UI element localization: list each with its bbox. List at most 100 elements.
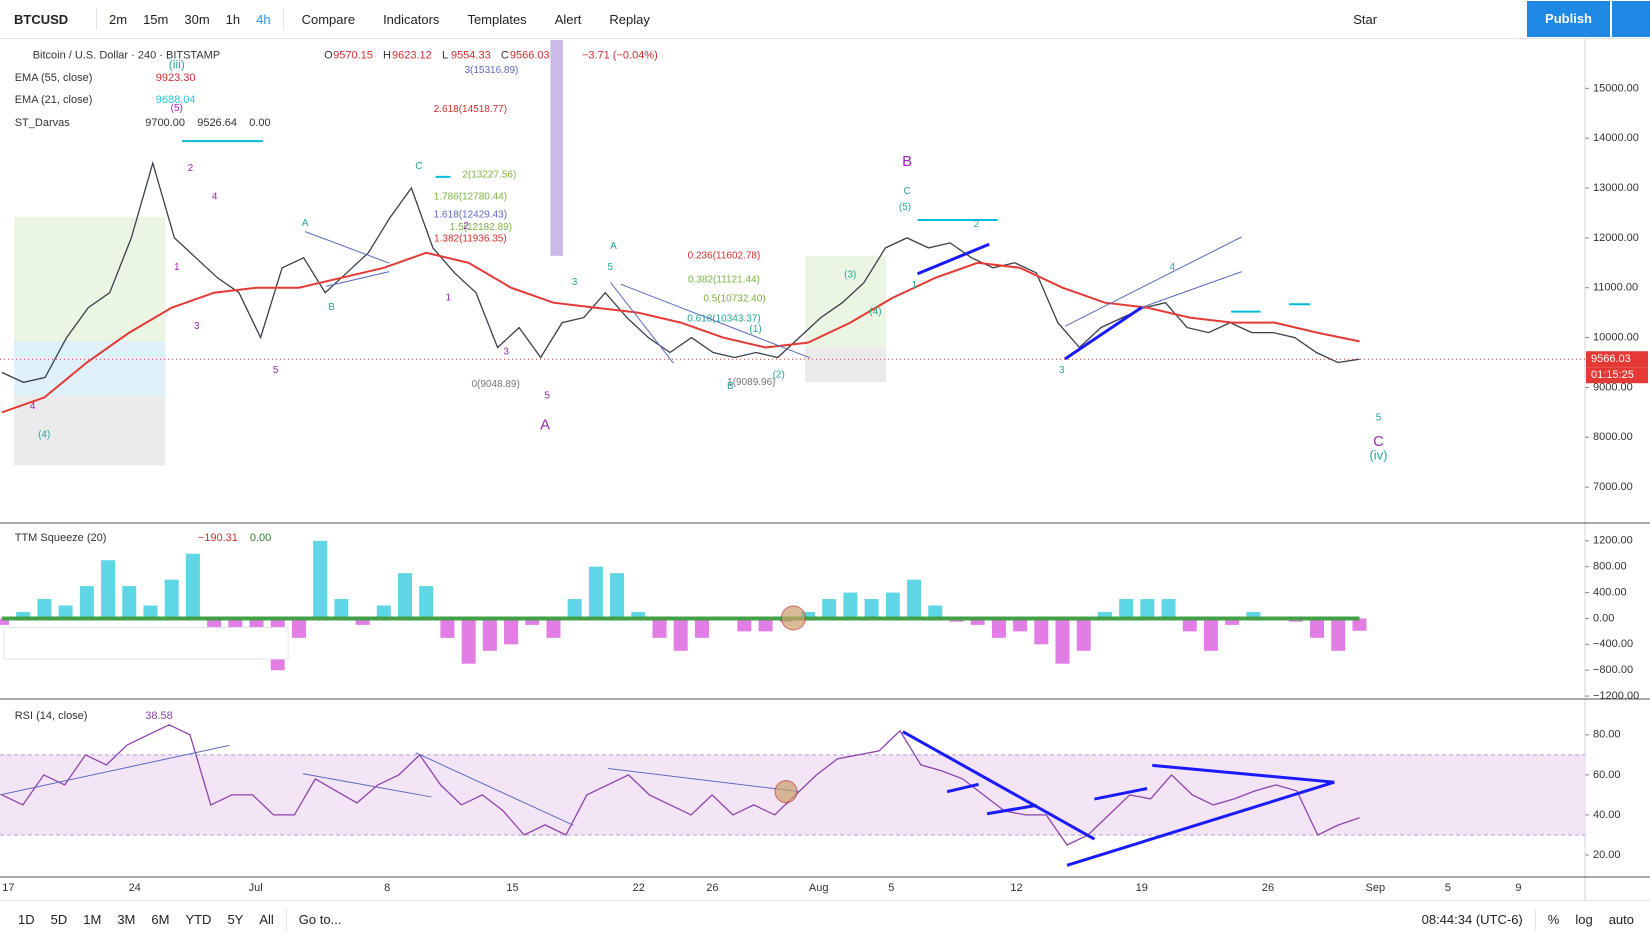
squeeze-bar	[291, 618, 306, 638]
goto-button[interactable]: Go to...	[298, 912, 342, 927]
chart-annotation: 5	[608, 262, 614, 273]
chart-annotation: C	[415, 161, 422, 172]
chart-annotation: 0(9048.89)	[471, 379, 519, 390]
y-tick-label: 12000.00	[1593, 232, 1639, 244]
toolbar-button[interactable]: Templates	[467, 11, 527, 27]
y-tick-label: 60.00	[1593, 769, 1621, 781]
y-tick-label: −400.00	[1593, 638, 1633, 650]
x-tick-label: Jul	[249, 882, 263, 894]
publish-button[interactable]: Publish	[1527, 1, 1610, 37]
chart-annotation: B	[902, 153, 912, 170]
chart-annotation: 4	[212, 192, 218, 203]
chart-annotation: 5	[544, 390, 550, 401]
x-tick-label: 8	[384, 882, 390, 894]
squeeze-bar	[1182, 618, 1197, 632]
indicator-value: 9700.00	[145, 117, 185, 129]
interval-button[interactable]: 4h	[256, 11, 271, 27]
toolbar-button[interactable]: Replay	[609, 11, 650, 27]
toolbar-button[interactable]: Compare	[301, 11, 356, 27]
chart-annotation: (3)	[844, 269, 856, 280]
range-button[interactable]: 6M	[151, 912, 170, 927]
ranges: 1D 5D 1M 3M 6M YTD 5Y All	[0, 912, 282, 927]
bottom-toolbar: 1D 5D 1M 3M 6M YTD 5Y All Go to... 08:44:34 (UT…	[0, 900, 1650, 938]
chart-annotation: 1	[174, 262, 180, 273]
fib-zone	[14, 395, 166, 466]
chart-annotation: B	[727, 381, 734, 392]
range-button[interactable]: 3M	[117, 912, 136, 927]
star-button[interactable]: Star	[1353, 11, 1378, 27]
fib-zone	[805, 255, 887, 348]
interval-button[interactable]: 1h	[225, 11, 241, 27]
y-tick-label: 20.00	[1593, 849, 1621, 861]
chart-annotation: 4	[1169, 262, 1175, 273]
symbol[interactable]: BTCUSD	[14, 11, 69, 27]
range-button[interactable]: 1D	[18, 912, 35, 927]
chart-annotation: 1.618(12429.43)	[434, 209, 507, 220]
trend-line	[1141, 271, 1242, 308]
y-tick-label: 10000.00	[1593, 331, 1639, 343]
x-tick-label: Sep	[1366, 882, 1386, 894]
drawing-toolbar	[3, 626, 289, 660]
separator	[1534, 908, 1536, 931]
chart-annotation: 0.5(10732.40)	[703, 294, 765, 305]
trend-line	[917, 242, 990, 276]
squeeze-bar	[1352, 618, 1367, 631]
range-button[interactable]: YTD	[185, 912, 212, 927]
chart-annotation: C	[903, 186, 910, 197]
interval-button[interactable]: 30m	[184, 11, 210, 27]
squeeze-bar	[907, 579, 922, 619]
indicator-name: EMA (55, close)	[15, 72, 93, 84]
indicator-name: TTM Squeeze (20)	[15, 532, 107, 544]
chart-annotation: 1.382(11936.35)	[434, 234, 507, 245]
x-tick-label: 24	[129, 882, 141, 894]
x-tick-label: 5	[888, 882, 894, 894]
ohlc-value: 9554.33	[451, 50, 491, 62]
chart-annotation: 1(9089.96)	[727, 377, 775, 388]
chart-annotation: 3	[503, 346, 509, 357]
range-button[interactable]: 5Y	[227, 912, 244, 927]
chart-annotation: 2	[974, 219, 980, 230]
squeeze-bar	[58, 605, 73, 619]
scale-option[interactable]: %	[1547, 912, 1560, 927]
x-tick-label: 26	[706, 882, 718, 894]
squeeze-bar	[800, 611, 815, 619]
ohlc-value: 9623.12	[392, 50, 432, 62]
chart-annotation: 1.5(12182.89)	[450, 222, 512, 233]
trend-line	[0, 744, 230, 796]
separator	[96, 8, 97, 30]
range-button[interactable]: All	[259, 912, 274, 927]
y-tick-label: 15000.00	[1593, 82, 1639, 94]
y-tick-label: 400.00	[1593, 586, 1627, 598]
y-tick-label: 11000.00	[1593, 282, 1638, 294]
trend-line	[302, 773, 432, 798]
interval-button[interactable]: 2m	[109, 11, 128, 27]
toolbar-button[interactable]: Indicators	[383, 11, 440, 27]
toolbar-button[interactable]: Alert	[554, 11, 582, 27]
scale-option[interactable]: log	[1575, 912, 1593, 927]
squeeze-bar	[1055, 618, 1070, 664]
interval-button[interactable]: 15m	[143, 11, 169, 27]
squeeze-bar	[185, 553, 200, 619]
indicator-value: 0.00	[250, 532, 271, 544]
fib-zone	[805, 347, 887, 383]
range-button[interactable]: 1M	[83, 912, 102, 927]
y-tick-label: 80.00	[1593, 729, 1621, 741]
squeeze-bar	[1331, 618, 1346, 651]
squeeze-bar	[1076, 618, 1091, 651]
squeeze-bar	[1225, 618, 1240, 625]
top-toolbar: BTCUSD 2m 15m 30m 1h 4h Compare Indicators Tem…	[0, 0, 1650, 39]
ohlc-label: H	[383, 50, 391, 62]
y-tick-label: 0.00	[1593, 612, 1614, 624]
indicator-value: 0.00	[249, 117, 270, 129]
trend-line	[1064, 236, 1242, 327]
indicator-value: 9923.30	[156, 72, 196, 84]
play-button[interactable]	[1612, 1, 1650, 37]
squeeze-bar	[164, 579, 179, 619]
trend-line	[902, 730, 1096, 841]
squeeze-bar	[101, 560, 116, 619]
scale-option[interactable]: auto	[1608, 912, 1634, 927]
squeeze-bar	[631, 611, 646, 619]
chart-annotation: (5)	[899, 202, 911, 213]
range-button[interactable]: 5D	[50, 912, 68, 927]
